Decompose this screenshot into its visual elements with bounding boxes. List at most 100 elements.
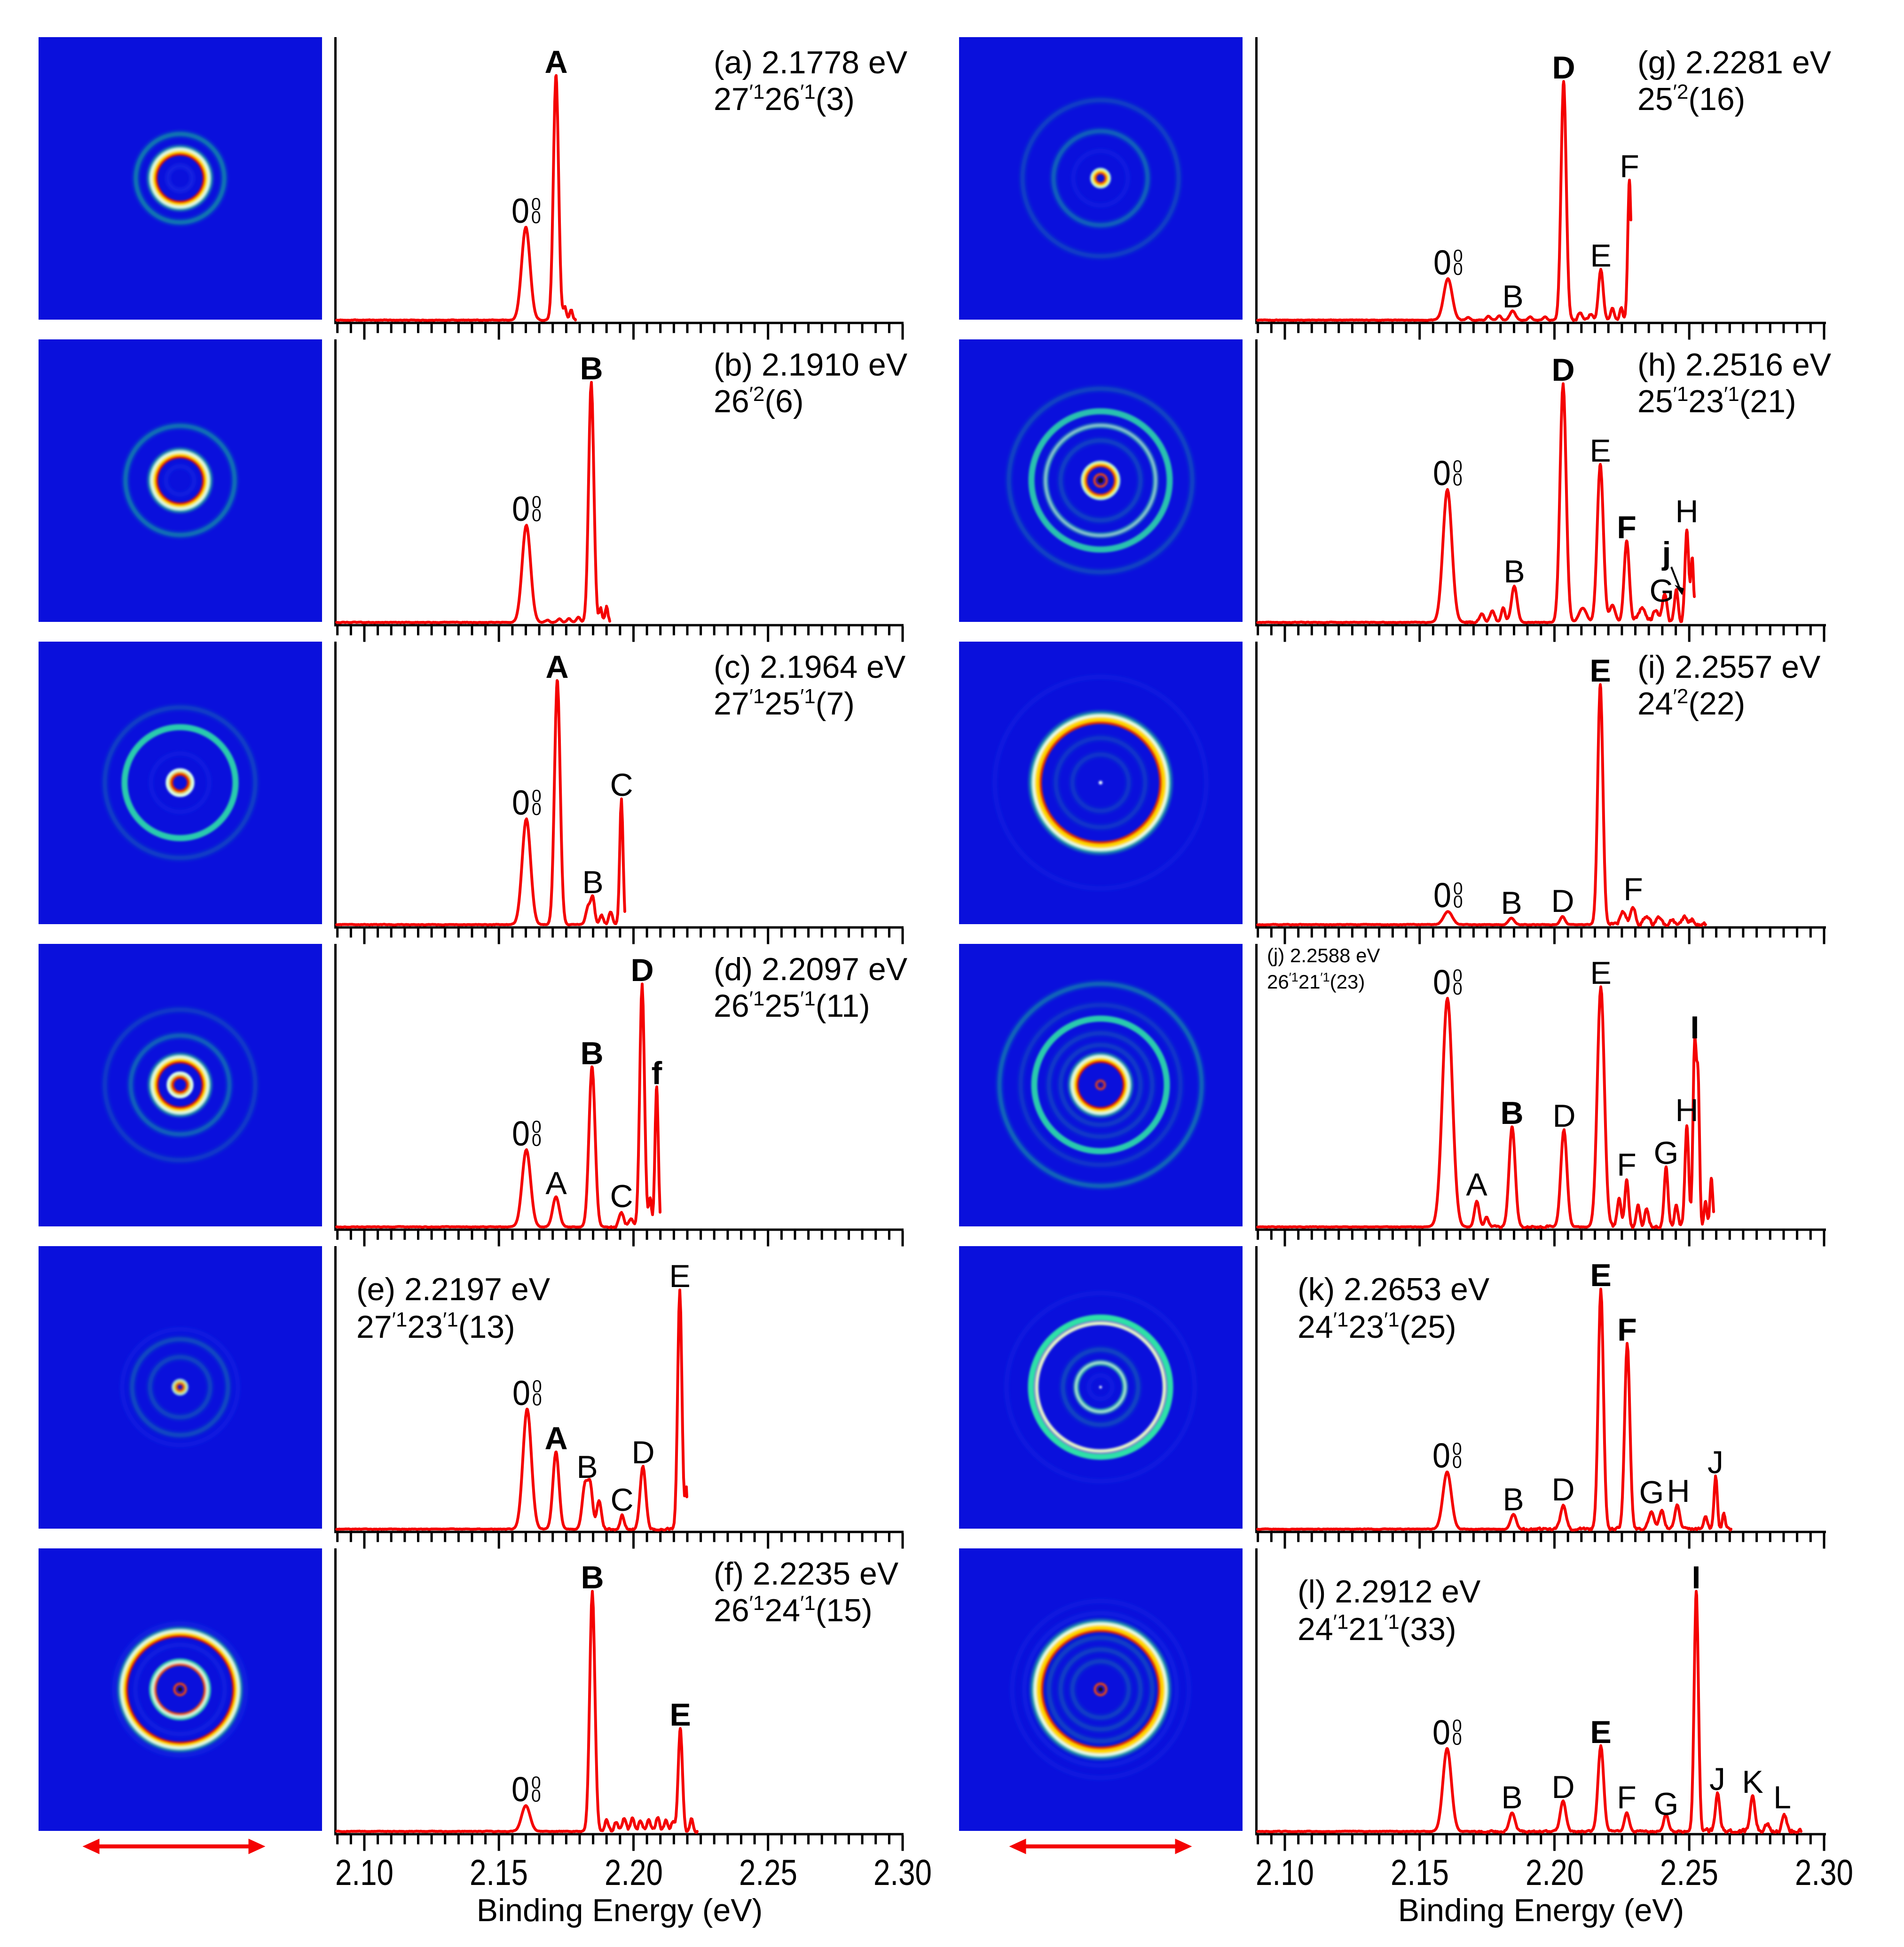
svg-text:0: 0 — [532, 786, 542, 806]
svg-text:K: K — [1742, 1764, 1763, 1800]
svg-text:E: E — [1590, 1257, 1611, 1293]
svg-text:0: 0 — [512, 1114, 530, 1153]
svg-text:24′1​23′1​(25): 24′1​23′1​(25) — [1298, 1308, 1456, 1345]
svg-text:(f) 2.2235 eV: (f) 2.2235 eV — [714, 1556, 899, 1592]
svg-text:2.20: 2.20 — [605, 1853, 663, 1893]
svg-text:H: H — [1675, 494, 1698, 529]
svg-text:0: 0 — [1453, 979, 1463, 998]
svg-text:27′1​23′1​(13): 27′1​23′1​(13) — [356, 1308, 515, 1345]
svg-text:0: 0 — [1453, 470, 1463, 489]
svg-text:0: 0 — [512, 783, 530, 822]
svg-text:B: B — [1501, 885, 1522, 921]
svg-text:H: H — [1675, 1092, 1698, 1128]
svg-text:24′2​(22): 24′2​(22) — [1637, 685, 1745, 722]
svg-text:E: E — [1590, 955, 1611, 991]
svg-text:25′2​(16): 25′2​(16) — [1637, 80, 1745, 117]
svg-text:(e) 2.2197 eV: (e) 2.2197 eV — [356, 1272, 551, 1307]
svg-text:J: J — [1707, 1445, 1723, 1480]
svg-text:0: 0 — [1432, 1436, 1450, 1475]
svg-text:(d) 2.2097 eV: (d) 2.2097 eV — [714, 951, 908, 987]
svg-text:0: 0 — [1453, 457, 1463, 476]
svg-text:G: G — [1654, 1135, 1679, 1171]
svg-text:G: G — [1639, 1475, 1664, 1510]
svg-text:D: D — [1552, 1098, 1575, 1134]
svg-text:J: J — [1709, 1761, 1725, 1797]
svg-text:D: D — [1551, 352, 1574, 388]
svg-text:26′1​21′1​(23): 26′1​21′1​(23) — [1267, 970, 1365, 993]
svg-text:0: 0 — [532, 1131, 542, 1150]
svg-text:F: F — [1620, 149, 1639, 184]
svg-text:0: 0 — [532, 800, 542, 819]
svg-text:f: f — [652, 1055, 662, 1091]
svg-text:D: D — [1551, 1472, 1574, 1507]
svg-text:0: 0 — [1432, 1713, 1450, 1752]
svg-text:25′1​23′1​(21): 25′1​23′1​(21) — [1637, 383, 1796, 419]
svg-text:(b) 2.1910 eV: (b) 2.1910 eV — [714, 347, 908, 383]
svg-text:0: 0 — [1433, 243, 1451, 282]
svg-text:(k) 2.2653 eV: (k) 2.2653 eV — [1298, 1272, 1490, 1307]
svg-text:0: 0 — [531, 1773, 541, 1792]
svg-text:B: B — [1501, 1780, 1522, 1815]
svg-text:G: G — [1650, 573, 1675, 609]
svg-text:I: I — [1691, 1010, 1699, 1045]
svg-text:F: F — [1617, 1312, 1637, 1348]
svg-text:26′1​24′1​(15): 26′1​24′1​(15) — [714, 1592, 873, 1628]
svg-text:E: E — [669, 1697, 691, 1733]
svg-text:0: 0 — [1452, 1729, 1462, 1749]
svg-text:Binding Energy (eV): Binding Energy (eV) — [477, 1892, 763, 1928]
svg-text:C: C — [610, 1482, 633, 1518]
svg-text:(c) 2.1964 eV: (c) 2.1964 eV — [714, 649, 906, 685]
svg-text:A: A — [545, 649, 568, 685]
svg-text:D: D — [1551, 883, 1574, 919]
svg-text:27′1​26′1​(3): 27′1​26′1​(3) — [714, 80, 855, 117]
svg-text:D: D — [630, 952, 653, 988]
svg-text:D: D — [1552, 50, 1575, 86]
svg-text:(i) 2.2557 eV: (i) 2.2557 eV — [1637, 649, 1821, 685]
svg-text:0: 0 — [1453, 966, 1463, 985]
svg-text:0: 0 — [1453, 892, 1463, 911]
svg-text:27′1​25′1​(7): 27′1​25′1​(7) — [714, 685, 855, 722]
svg-text:2.10: 2.10 — [335, 1853, 393, 1893]
svg-text:C: C — [610, 767, 633, 803]
svg-text:I: I — [1692, 1560, 1701, 1595]
svg-text:A: A — [545, 1165, 567, 1201]
svg-text:E: E — [669, 1258, 690, 1294]
svg-text:0: 0 — [1433, 876, 1451, 915]
svg-text:B: B — [1503, 1482, 1524, 1517]
svg-text:(h) 2.2516 eV: (h) 2.2516 eV — [1637, 347, 1832, 383]
svg-text:2.15: 2.15 — [1391, 1853, 1449, 1893]
svg-text:0: 0 — [512, 489, 530, 528]
svg-text:0: 0 — [1453, 259, 1463, 279]
svg-text:B: B — [1503, 554, 1525, 589]
svg-text:D: D — [631, 1435, 654, 1470]
svg-text:B: B — [582, 864, 603, 900]
svg-text:F: F — [1617, 510, 1636, 545]
svg-text:B: B — [576, 1449, 598, 1485]
svg-text:F: F — [1623, 871, 1643, 907]
svg-text:2.30: 2.30 — [873, 1853, 932, 1893]
svg-text:A: A — [1466, 1167, 1487, 1202]
svg-text:0: 0 — [1453, 879, 1463, 898]
svg-text:D: D — [1551, 1769, 1574, 1805]
svg-text:E: E — [1590, 238, 1611, 274]
svg-text:0: 0 — [532, 1117, 542, 1137]
svg-text:Binding Energy (eV): Binding Energy (eV) — [1398, 1892, 1684, 1928]
svg-text:2.25: 2.25 — [739, 1853, 797, 1893]
svg-text:F: F — [1617, 1780, 1636, 1815]
svg-text:(l) 2.2912 eV: (l) 2.2912 eV — [1298, 1574, 1481, 1609]
svg-text:B: B — [580, 351, 603, 386]
svg-text:E: E — [1590, 1714, 1611, 1750]
svg-text:0: 0 — [532, 1377, 542, 1396]
svg-text:(g) 2.2281 eV: (g) 2.2281 eV — [1637, 45, 1832, 80]
svg-text:2.25: 2.25 — [1660, 1853, 1718, 1893]
svg-text:B: B — [1502, 279, 1523, 314]
svg-text:2.15: 2.15 — [470, 1853, 528, 1893]
svg-text:C: C — [610, 1178, 633, 1214]
svg-text:B: B — [581, 1560, 604, 1595]
svg-text:A: A — [544, 1421, 567, 1456]
svg-text:0: 0 — [532, 1390, 542, 1409]
svg-text:2.10: 2.10 — [1256, 1853, 1314, 1893]
svg-text:B: B — [580, 1036, 603, 1071]
svg-text:0: 0 — [531, 208, 541, 227]
svg-text:0: 0 — [512, 1374, 530, 1413]
